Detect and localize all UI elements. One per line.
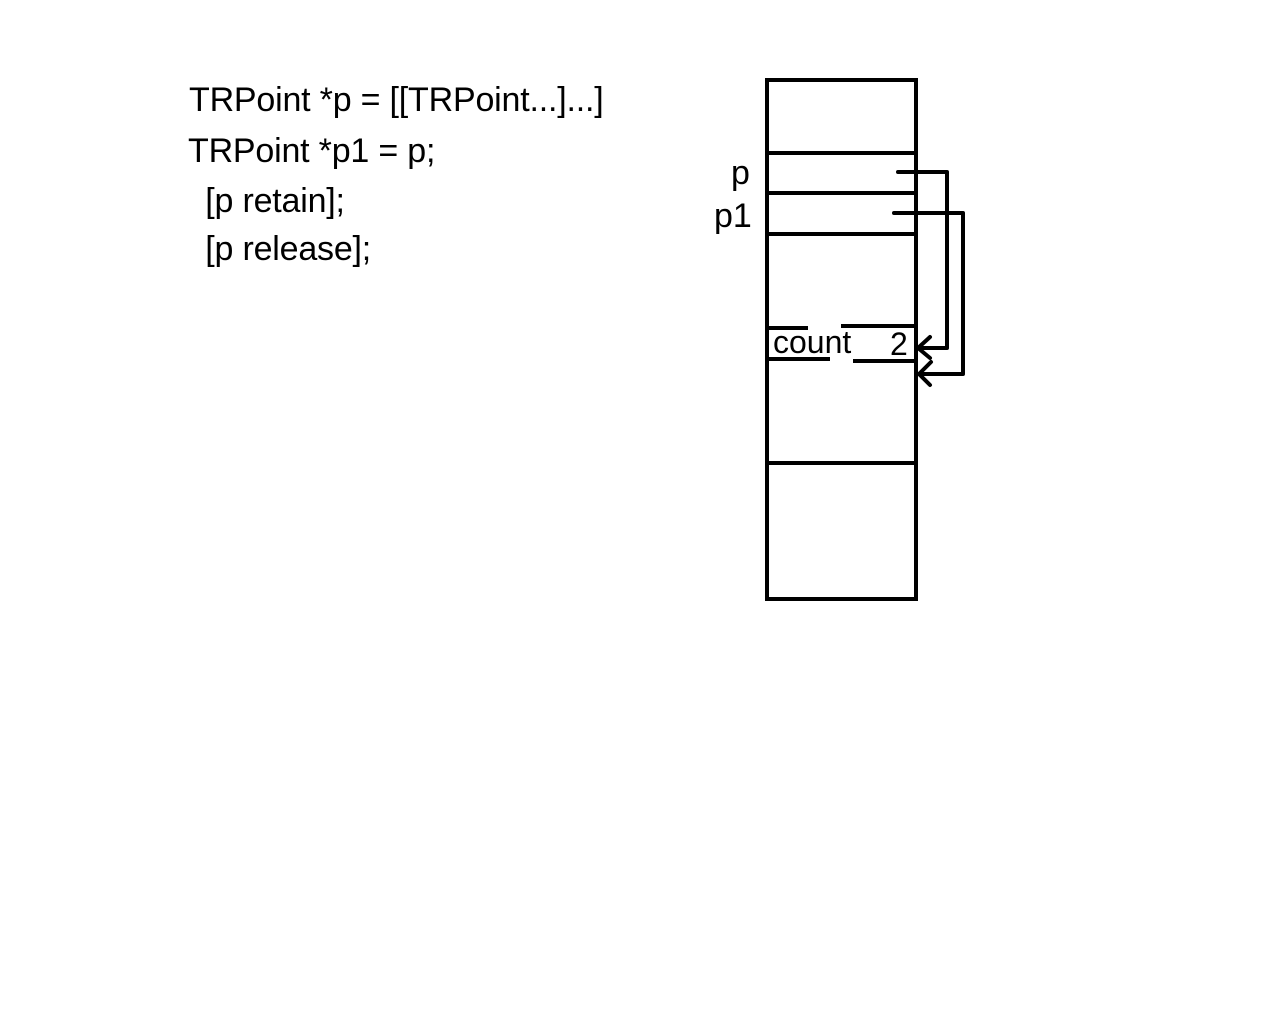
arrowhead-p xyxy=(916,335,932,360)
pointer-p xyxy=(896,170,949,350)
count-value: 2 xyxy=(890,326,908,362)
pointer-p1 xyxy=(892,211,965,376)
code-line-retain: [p retain]; xyxy=(196,182,345,220)
code-line-alloc: TRPoint *p = [[TRPoint...]...] xyxy=(189,81,604,119)
code-line-assign: TRPoint *p1 = p; xyxy=(188,132,436,170)
variable-label-p1: p1 xyxy=(714,197,752,235)
variable-label-p: p xyxy=(731,154,750,192)
memory-column xyxy=(765,78,918,601)
count-label: count xyxy=(773,324,852,360)
code-line-release: [p release]; xyxy=(196,230,372,268)
arrowhead-p1 xyxy=(917,360,933,387)
